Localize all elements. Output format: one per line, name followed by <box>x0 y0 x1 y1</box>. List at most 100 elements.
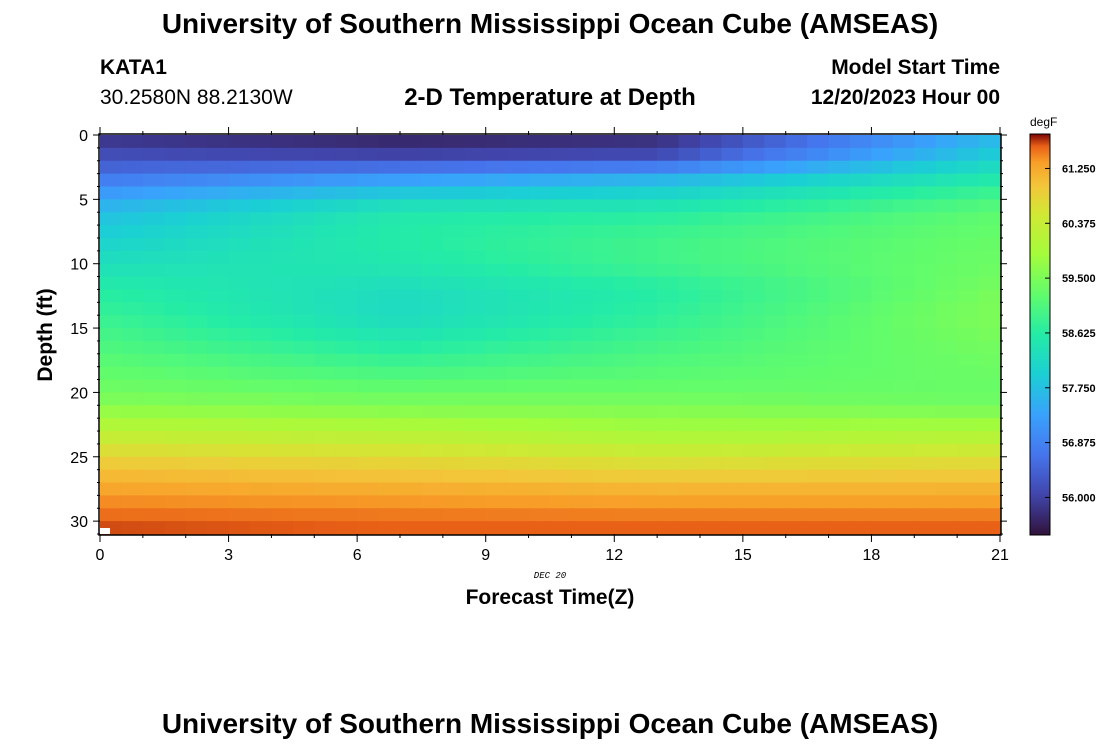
heatmap-cell <box>635 521 658 535</box>
heatmap-cell <box>592 276 615 291</box>
heatmap-cell <box>657 276 680 291</box>
heatmap-cell <box>592 302 615 316</box>
heatmap-cell <box>635 340 658 355</box>
heatmap-cell <box>978 315 1001 329</box>
heatmap-cell <box>892 456 915 471</box>
heatmap-cell <box>871 443 894 458</box>
heatmap-cell <box>871 392 894 406</box>
heatmap-cell <box>421 431 444 445</box>
heatmap-cell <box>957 250 980 265</box>
heatmap-cell <box>957 263 980 278</box>
heatmap-cell <box>957 315 980 329</box>
heatmap-cell <box>571 199 594 213</box>
heatmap-cell <box>292 173 315 188</box>
heatmap-cell <box>742 456 765 471</box>
heatmap-cell <box>335 315 358 329</box>
heatmap-cell <box>571 521 594 535</box>
heatmap-cell <box>528 521 551 535</box>
heatmap-cell <box>700 431 723 445</box>
heatmap-cell <box>207 418 230 432</box>
heatmap-cell <box>614 147 637 162</box>
heatmap-cell <box>207 237 230 252</box>
heatmap-cell <box>957 225 980 239</box>
heatmap-cell <box>442 212 465 226</box>
heatmap-cell <box>421 160 444 175</box>
heatmap-cell <box>528 212 551 226</box>
heatmap-cell <box>764 443 787 458</box>
heatmap-cell <box>764 508 787 522</box>
heatmap-cell <box>850 379 873 394</box>
heatmap-cell <box>592 340 615 355</box>
heatmap-cell <box>528 443 551 458</box>
heatmap-cell <box>742 276 765 291</box>
heatmap-cell <box>892 147 915 162</box>
heatmap-cell <box>121 135 144 149</box>
heatmap-cell <box>228 212 251 226</box>
heatmap-cell <box>142 135 165 149</box>
heatmap-cell <box>100 263 123 278</box>
heatmap-cell <box>700 302 723 316</box>
heatmap-cell <box>292 431 315 445</box>
heatmap-cell <box>378 315 401 329</box>
heatmap-cell <box>807 237 830 252</box>
heatmap-cell <box>914 212 937 226</box>
heatmap-cell <box>357 495 380 509</box>
heatmap-cell <box>721 186 744 200</box>
heatmap-cell <box>764 173 787 188</box>
heatmap-cell <box>378 186 401 200</box>
heatmap-cell <box>121 328 144 342</box>
heatmap-cell <box>828 379 851 394</box>
heatmap-cell <box>292 237 315 252</box>
heatmap-cell <box>228 366 251 381</box>
heatmap-cell <box>657 353 680 368</box>
heatmap-cell <box>271 392 294 406</box>
heatmap-cell <box>957 405 980 419</box>
heatmap-cell <box>164 186 187 200</box>
heatmap-cell <box>507 456 530 471</box>
heatmap-cell <box>421 353 444 368</box>
heatmap-cell <box>571 263 594 278</box>
heatmap-cell <box>142 482 165 496</box>
heatmap-cell <box>871 418 894 432</box>
heatmap-cell <box>678 340 701 355</box>
heatmap-cell <box>250 508 273 522</box>
heatmap-cell <box>892 225 915 239</box>
heatmap-cell <box>421 250 444 265</box>
heatmap-cell <box>357 469 380 484</box>
heatmap-cell <box>828 482 851 496</box>
heatmap-cell <box>121 431 144 445</box>
heatmap-cell <box>207 328 230 342</box>
heatmap-cell <box>678 418 701 432</box>
heatmap-cell <box>335 521 358 535</box>
heatmap-cell <box>614 469 637 484</box>
heatmap-cell <box>185 508 208 522</box>
heatmap-cell <box>614 443 637 458</box>
heatmap-cell <box>421 302 444 316</box>
heatmap-cell <box>807 289 830 303</box>
heatmap-cell <box>271 276 294 291</box>
heatmap-cell <box>121 212 144 226</box>
heatmap-cell <box>335 469 358 484</box>
heatmap-cell <box>335 173 358 188</box>
heatmap-cell <box>142 147 165 162</box>
heatmap-cell <box>400 405 423 419</box>
heatmap-cell <box>871 160 894 175</box>
x-tick-label: 0 <box>96 547 105 564</box>
heatmap-cell <box>592 328 615 342</box>
heatmap-cell <box>635 418 658 432</box>
heatmap-cell <box>742 250 765 265</box>
heatmap-cell <box>442 237 465 252</box>
heatmap-cell <box>550 160 573 175</box>
heatmap-cell <box>400 276 423 291</box>
heatmap-cell <box>550 328 573 342</box>
heatmap-cell <box>292 328 315 342</box>
heatmap-cell <box>721 212 744 226</box>
heatmap-cell <box>914 173 937 188</box>
heatmap-cell <box>850 495 873 509</box>
heatmap-cell <box>721 250 744 265</box>
heatmap-cell <box>914 315 937 329</box>
heatmap-cell <box>421 379 444 394</box>
heatmap-cell <box>807 482 830 496</box>
heatmap-cell <box>935 340 958 355</box>
heatmap-cell <box>357 379 380 394</box>
